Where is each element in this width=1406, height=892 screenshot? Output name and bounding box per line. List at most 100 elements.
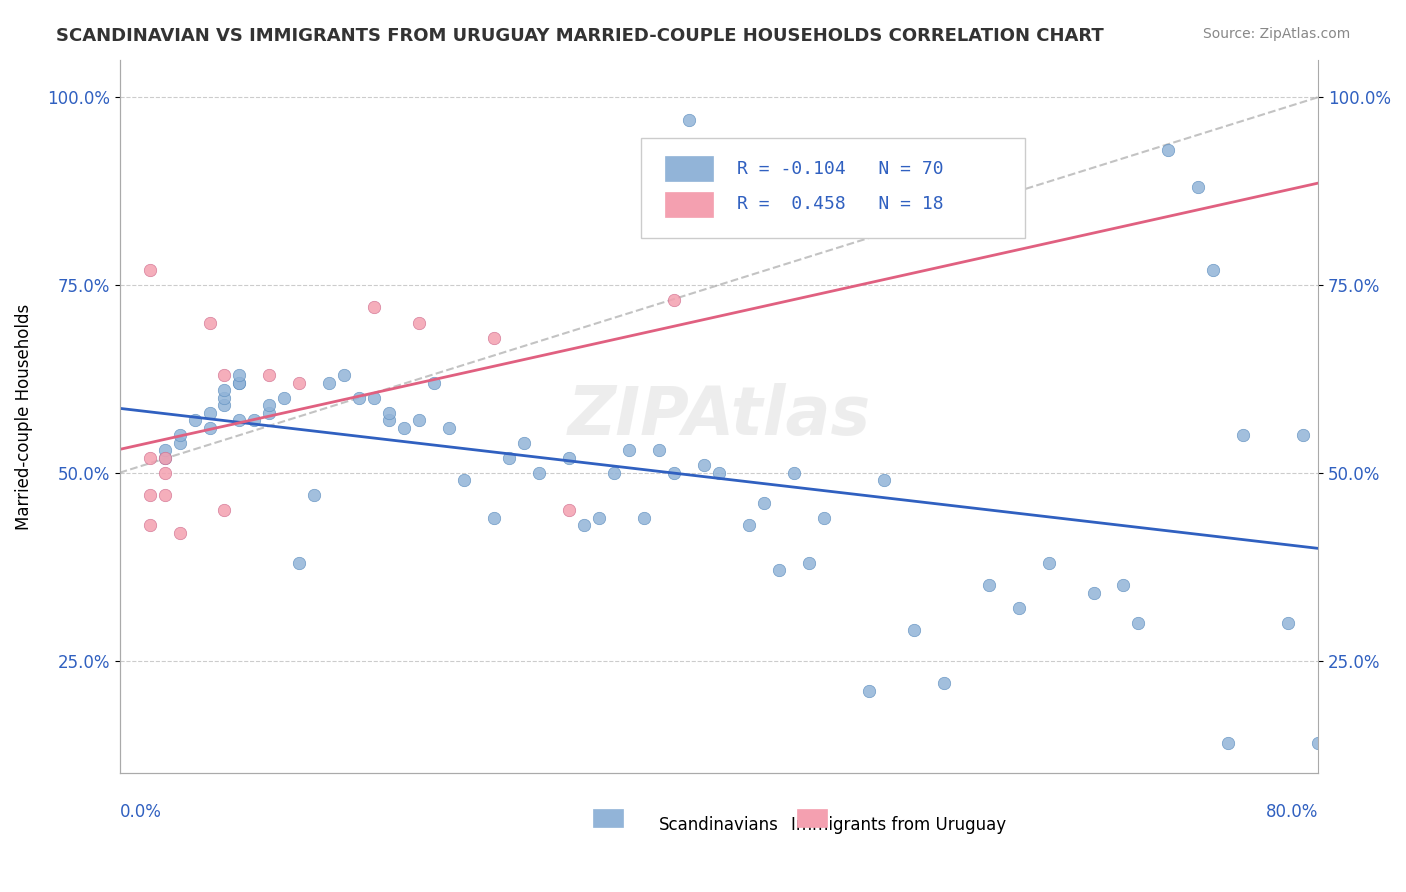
Point: [228, 368, 250, 382]
Bar: [797, 809, 827, 827]
Point: [482, 510, 505, 524]
Point: [378, 413, 401, 427]
Point: [1157, 143, 1180, 157]
Text: Scandinavians: Scandinavians: [659, 816, 779, 834]
Point: [648, 443, 671, 458]
Point: [288, 376, 311, 390]
Point: [1112, 578, 1135, 592]
Point: [198, 406, 221, 420]
Point: [259, 398, 281, 412]
Point: [858, 683, 880, 698]
Point: [617, 443, 640, 458]
Point: [1202, 263, 1225, 277]
Point: [138, 518, 160, 533]
Point: [1277, 615, 1299, 630]
Y-axis label: Married-couple Households: Married-couple Households: [15, 303, 32, 530]
Point: [797, 556, 820, 570]
Point: [1083, 586, 1105, 600]
Point: [527, 466, 550, 480]
Point: [439, 420, 461, 434]
Point: [243, 413, 266, 427]
Point: [214, 398, 236, 412]
Point: [1187, 180, 1209, 194]
Point: [349, 391, 371, 405]
Point: [1218, 736, 1240, 750]
Point: [707, 466, 730, 480]
Point: [333, 368, 356, 382]
Point: [228, 376, 250, 390]
Point: [738, 518, 761, 533]
Point: [259, 406, 281, 420]
Point: [138, 263, 160, 277]
FancyBboxPatch shape: [641, 138, 1025, 238]
Point: [394, 420, 416, 434]
Point: [288, 556, 311, 570]
Text: 0.0%: 0.0%: [120, 803, 162, 822]
Text: ZIPAtlas: ZIPAtlas: [568, 384, 870, 450]
Point: [228, 413, 250, 427]
Point: [408, 316, 430, 330]
Point: [558, 503, 581, 517]
Point: [378, 406, 401, 420]
Point: [138, 450, 160, 465]
Point: [1128, 615, 1150, 630]
Point: [903, 624, 925, 638]
Point: [783, 466, 806, 480]
Point: [214, 368, 236, 382]
Point: [259, 368, 281, 382]
Text: R = -0.104   N = 70: R = -0.104 N = 70: [737, 160, 943, 178]
Point: [633, 510, 655, 524]
Point: [498, 450, 520, 465]
Point: [183, 413, 205, 427]
Point: [363, 301, 385, 315]
Point: [138, 488, 160, 502]
Point: [408, 413, 430, 427]
Point: [813, 510, 835, 524]
Point: [558, 450, 581, 465]
Text: Immigrants from Uruguay: Immigrants from Uruguay: [792, 816, 1007, 834]
Point: [1292, 428, 1315, 442]
Point: [153, 450, 176, 465]
Point: [318, 376, 340, 390]
Point: [153, 488, 176, 502]
Bar: [665, 156, 713, 181]
Text: R =  0.458   N = 18: R = 0.458 N = 18: [737, 195, 943, 213]
Point: [198, 420, 221, 434]
Point: [513, 435, 536, 450]
Point: [662, 466, 685, 480]
Point: [977, 578, 1000, 592]
Bar: [665, 192, 713, 217]
Text: Source: ZipAtlas.com: Source: ZipAtlas.com: [1202, 27, 1350, 41]
Point: [153, 450, 176, 465]
Point: [662, 293, 685, 307]
Text: 80.0%: 80.0%: [1265, 803, 1319, 822]
Point: [304, 488, 326, 502]
Point: [169, 525, 191, 540]
Bar: [593, 809, 623, 827]
Point: [363, 391, 385, 405]
Point: [214, 383, 236, 397]
Point: [572, 518, 595, 533]
Point: [482, 330, 505, 344]
Point: [693, 458, 716, 473]
Point: [752, 496, 775, 510]
Point: [588, 510, 610, 524]
Text: SCANDINAVIAN VS IMMIGRANTS FROM URUGUAY MARRIED-COUPLE HOUSEHOLDS CORRELATION CH: SCANDINAVIAN VS IMMIGRANTS FROM URUGUAY …: [56, 27, 1104, 45]
Point: [1007, 601, 1029, 615]
Point: [423, 376, 446, 390]
Point: [1308, 736, 1330, 750]
Point: [1038, 556, 1060, 570]
Point: [273, 391, 295, 405]
Point: [214, 503, 236, 517]
Point: [198, 316, 221, 330]
Point: [873, 473, 896, 487]
Point: [214, 391, 236, 405]
Point: [228, 376, 250, 390]
Point: [678, 112, 700, 127]
Point: [169, 428, 191, 442]
Point: [453, 473, 475, 487]
Point: [1232, 428, 1254, 442]
Point: [153, 466, 176, 480]
Point: [169, 435, 191, 450]
Point: [153, 443, 176, 458]
